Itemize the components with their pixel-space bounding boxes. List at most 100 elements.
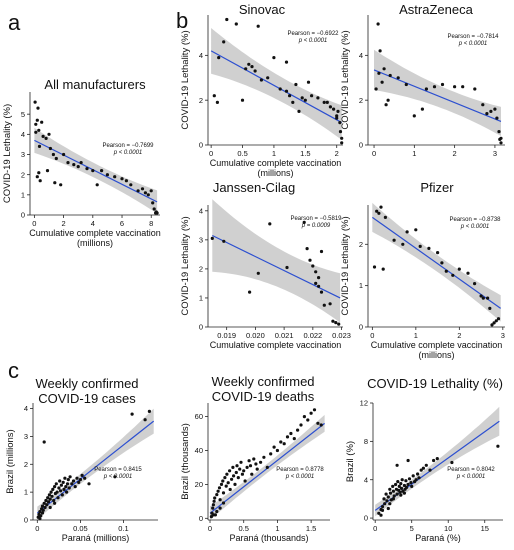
data-point: [388, 73, 392, 78]
x-tick-label: 2: [453, 149, 457, 158]
data-point: [217, 486, 222, 490]
data-point: [42, 440, 46, 444]
data-point: [75, 476, 79, 480]
data-point: [420, 107, 424, 111]
x-tick-label: 2: [335, 149, 339, 158]
x-axis-label: Paraná (thousands): [229, 533, 308, 543]
x-tick-label: 2: [62, 219, 66, 228]
p-value-label: p < 0.0001: [103, 474, 133, 480]
data-point: [414, 478, 418, 482]
data-point: [285, 265, 289, 270]
data-point: [78, 478, 82, 482]
x-axis-label: (millions): [77, 238, 113, 248]
data-point: [409, 481, 413, 485]
data-point: [291, 100, 295, 104]
data-point: [284, 60, 289, 64]
data-point: [149, 189, 153, 193]
data-point: [377, 511, 381, 515]
data-point: [77, 480, 81, 484]
data-point: [493, 107, 497, 111]
data-point: [414, 228, 418, 232]
y-tick-label: 0: [364, 514, 368, 523]
pearson-label: Pearson = 0.8415: [94, 467, 142, 473]
chart-title: COVID-19 cases: [38, 391, 136, 406]
data-point: [432, 85, 437, 89]
data-point: [317, 276, 321, 280]
data-point: [379, 205, 383, 209]
data-point: [296, 428, 300, 432]
data-point: [496, 444, 500, 448]
data-point: [61, 480, 65, 484]
data-point: [374, 87, 378, 91]
data-point: [432, 458, 436, 463]
data-point: [386, 495, 390, 499]
data-point: [486, 296, 490, 300]
data-point: [388, 491, 393, 495]
data-point: [316, 421, 320, 425]
data-point: [232, 474, 236, 478]
data-point: [48, 146, 53, 151]
data-point: [259, 78, 263, 82]
data-point: [146, 193, 150, 197]
confidence-band: [211, 28, 342, 140]
data-point: [37, 171, 41, 175]
data-point: [250, 65, 254, 69]
y-tick-label: 1: [199, 294, 203, 303]
data-point: [435, 457, 439, 461]
data-point: [388, 502, 392, 506]
chart-astrazeneca: 0 1 2 3 0 2 4 AstraZeneca COVID-19 Lethality (%)…: [340, 2, 505, 158]
data-point: [392, 494, 396, 498]
data-point: [50, 494, 54, 498]
data-point: [38, 179, 42, 183]
x-tick-label: 3: [501, 331, 505, 340]
x-tick-label: 0: [208, 524, 212, 533]
data-point: [217, 56, 221, 60]
data-point: [44, 498, 48, 503]
data-point: [380, 505, 385, 509]
data-point: [308, 258, 312, 262]
data-point: [83, 476, 87, 480]
panel-letter-b: b: [176, 8, 188, 33]
data-point: [332, 107, 336, 111]
data-point: [211, 506, 215, 510]
y-tick-label: 12: [360, 399, 368, 408]
data-point: [314, 270, 318, 274]
data-point: [401, 242, 405, 246]
data-point: [424, 87, 428, 91]
data-point: [65, 482, 70, 486]
x-tick-label: 0: [35, 524, 39, 533]
y-tick-label: 20: [195, 480, 203, 489]
regression-line: [210, 50, 343, 124]
data-point: [46, 500, 51, 504]
data-point: [404, 479, 408, 483]
x-tick-label: 0: [370, 331, 374, 340]
y-tick-label: 3: [24, 432, 28, 441]
data-point: [496, 317, 501, 321]
data-point: [113, 175, 117, 179]
data-point: [322, 303, 326, 307]
data-point: [490, 323, 494, 327]
data-point: [340, 136, 344, 140]
data-point: [311, 264, 315, 268]
x-tick-label: 15: [481, 524, 489, 533]
x-axis-label: Cumulative complete vaccination: [29, 228, 161, 238]
chart-title: All manufacturers: [44, 77, 146, 92]
chart-all: 0 2 4 6 8 0 1 2 3 4 5 All manufacturers Cumulative c…: [2, 77, 161, 248]
chart-title: COVID-19 Lethality (%): [367, 376, 503, 391]
data-point: [55, 490, 59, 494]
pearson-label: Pearson = −0.7699: [102, 143, 154, 149]
data-point: [294, 82, 298, 87]
data-point: [68, 475, 72, 479]
x-tick-label: 1: [414, 331, 418, 340]
data-point: [436, 251, 440, 255]
data-point: [54, 156, 58, 161]
data-point: [288, 94, 292, 98]
data-point: [391, 497, 395, 501]
data-point: [36, 106, 40, 110]
data-point: [335, 116, 339, 120]
data-point: [221, 501, 226, 505]
data-point: [37, 128, 41, 132]
chart-title: Janssen-Cilag: [213, 180, 295, 195]
